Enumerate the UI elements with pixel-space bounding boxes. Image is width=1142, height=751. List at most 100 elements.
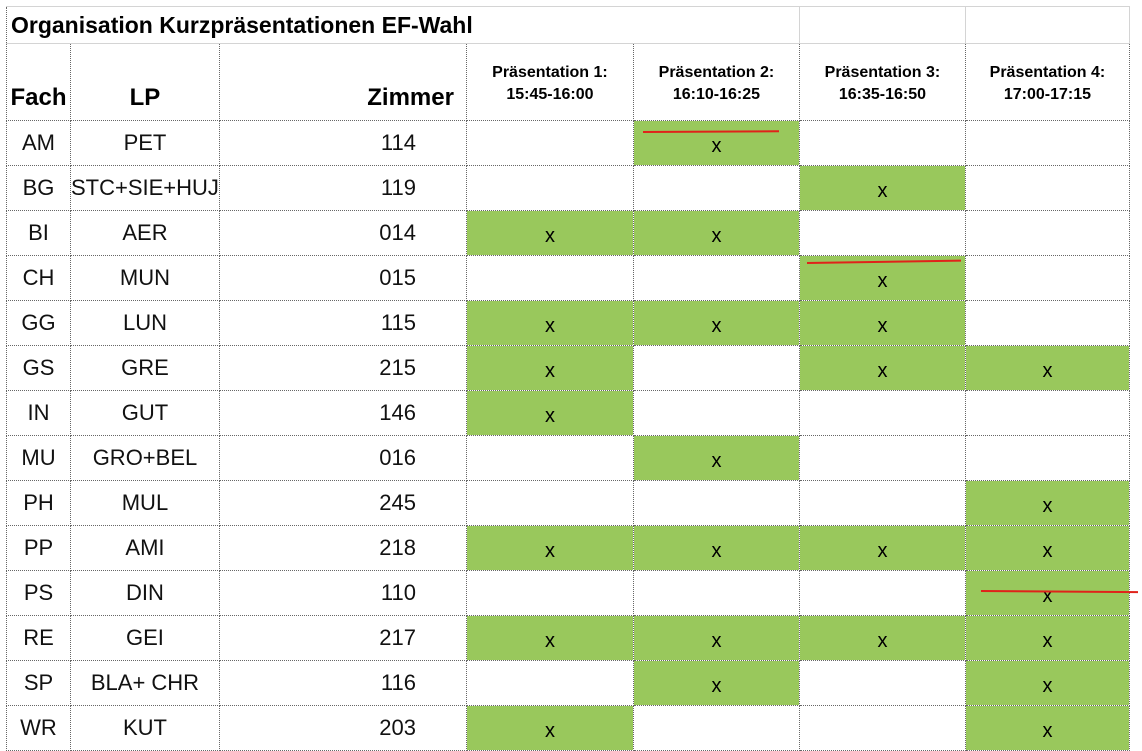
cell-slot-3[interactable] bbox=[799, 210, 966, 256]
cell-slot-1[interactable]: x bbox=[466, 210, 634, 256]
cell-lp[interactable]: GRE bbox=[70, 345, 220, 391]
cell-fach[interactable]: AM bbox=[6, 120, 71, 166]
cell-zimmer[interactable]: 217 bbox=[219, 615, 467, 661]
empty-cell[interactable] bbox=[799, 6, 966, 44]
cell-slot-3[interactable]: x bbox=[799, 345, 966, 391]
cell-zimmer[interactable]: 114 bbox=[219, 120, 467, 166]
cell-slot-2[interactable] bbox=[633, 165, 800, 211]
cell-slot-2[interactable]: x bbox=[633, 210, 800, 256]
cell-slot-3[interactable] bbox=[799, 435, 966, 481]
cell-slot-3[interactable]: x bbox=[799, 525, 966, 571]
cell-lp[interactable]: DIN bbox=[70, 570, 220, 616]
cell-slot-3[interactable] bbox=[799, 570, 966, 616]
cell-slot-3[interactable]: x bbox=[799, 255, 966, 301]
empty-cell[interactable] bbox=[633, 6, 800, 44]
cell-zimmer[interactable]: 146 bbox=[219, 390, 467, 436]
cell-fach[interactable]: CH bbox=[6, 255, 71, 301]
cell-slot-2[interactable] bbox=[633, 570, 800, 616]
cell-slot-1[interactable] bbox=[466, 255, 634, 301]
cell-lp[interactable]: GRO+BEL bbox=[70, 435, 220, 481]
empty-cell[interactable] bbox=[965, 6, 1130, 44]
cell-slot-1[interactable]: x bbox=[466, 525, 634, 571]
cell-slot-3[interactable] bbox=[799, 120, 966, 166]
cell-slot-2[interactable]: x bbox=[633, 660, 800, 706]
cell-slot-3[interactable] bbox=[799, 390, 966, 436]
cell-slot-3[interactable]: x bbox=[799, 615, 966, 661]
cell-slot-1[interactable]: x bbox=[466, 300, 634, 346]
header-lp[interactable]: LP bbox=[70, 43, 220, 121]
header-fach[interactable]: Fach bbox=[6, 43, 71, 121]
cell-slot-4[interactable]: x bbox=[965, 705, 1130, 751]
cell-lp[interactable]: BLA+ CHR bbox=[70, 660, 220, 706]
cell-slot-3[interactable]: x bbox=[799, 300, 966, 346]
cell-fach[interactable]: PS bbox=[6, 570, 71, 616]
cell-slot-4[interactable] bbox=[965, 255, 1130, 301]
cell-fach[interactable]: MU bbox=[6, 435, 71, 481]
cell-slot-4[interactable]: x bbox=[965, 345, 1130, 391]
cell-lp[interactable]: GEI bbox=[70, 615, 220, 661]
cell-slot-4[interactable] bbox=[965, 120, 1130, 166]
cell-slot-4[interactable]: x bbox=[965, 525, 1130, 571]
cell-fach[interactable]: WR bbox=[6, 705, 71, 751]
cell-slot-2[interactable] bbox=[633, 255, 800, 301]
cell-slot-4[interactable]: x bbox=[965, 570, 1130, 616]
cell-slot-2[interactable]: x bbox=[633, 300, 800, 346]
cell-lp[interactable]: AER bbox=[70, 210, 220, 256]
cell-fach[interactable]: BI bbox=[6, 210, 71, 256]
cell-zimmer[interactable]: 215 bbox=[219, 345, 467, 391]
header-slot-3[interactable]: Präsentation 3: 16:35-16:50 bbox=[799, 43, 966, 121]
cell-zimmer[interactable]: 014 bbox=[219, 210, 467, 256]
cell-zimmer[interactable]: 245 bbox=[219, 480, 467, 526]
cell-fach[interactable]: SP bbox=[6, 660, 71, 706]
cell-slot-1[interactable] bbox=[466, 120, 634, 166]
cell-slot-4[interactable]: x bbox=[965, 660, 1130, 706]
cell-slot-1[interactable]: x bbox=[466, 345, 634, 391]
cell-slot-1[interactable]: x bbox=[466, 705, 634, 751]
cell-slot-2[interactable] bbox=[633, 345, 800, 391]
cell-fach[interactable]: GS bbox=[6, 345, 71, 391]
cell-lp[interactable]: STC+SIE+HUJ bbox=[70, 165, 220, 211]
cell-lp[interactable]: GUT bbox=[70, 390, 220, 436]
header-zimmer[interactable]: Zimmer bbox=[219, 43, 467, 121]
cell-fach[interactable]: BG bbox=[6, 165, 71, 211]
cell-slot-2[interactable] bbox=[633, 705, 800, 751]
cell-slot-2[interactable]: x bbox=[633, 435, 800, 481]
cell-zimmer[interactable]: 203 bbox=[219, 705, 467, 751]
cell-slot-1[interactable] bbox=[466, 480, 634, 526]
cell-lp[interactable]: KUT bbox=[70, 705, 220, 751]
cell-slot-1[interactable] bbox=[466, 570, 634, 616]
cell-zimmer[interactable]: 016 bbox=[219, 435, 467, 481]
cell-zimmer[interactable]: 110 bbox=[219, 570, 467, 616]
cell-fach[interactable]: IN bbox=[6, 390, 71, 436]
cell-lp[interactable]: AMI bbox=[70, 525, 220, 571]
cell-fach[interactable]: RE bbox=[6, 615, 71, 661]
header-slot-1[interactable]: Präsentation 1: 15:45-16:00 bbox=[466, 43, 634, 121]
cell-fach[interactable]: PP bbox=[6, 525, 71, 571]
cell-zimmer[interactable]: 218 bbox=[219, 525, 467, 571]
cell-slot-3[interactable] bbox=[799, 660, 966, 706]
cell-slot-3[interactable]: x bbox=[799, 165, 966, 211]
cell-zimmer[interactable]: 115 bbox=[219, 300, 467, 346]
header-slot-4[interactable]: Präsentation 4: 17:00-17:15 bbox=[965, 43, 1130, 121]
cell-lp[interactable]: PET bbox=[70, 120, 220, 166]
cell-lp[interactable]: MUL bbox=[70, 480, 220, 526]
cell-slot-3[interactable] bbox=[799, 705, 966, 751]
cell-slot-1[interactable]: x bbox=[466, 390, 634, 436]
cell-slot-4[interactable] bbox=[965, 435, 1130, 481]
cell-slot-1[interactable] bbox=[466, 435, 634, 481]
cell-slot-2[interactable]: x bbox=[633, 120, 800, 166]
cell-zimmer[interactable]: 015 bbox=[219, 255, 467, 301]
cell-slot-2[interactable] bbox=[633, 480, 800, 526]
cell-slot-1[interactable] bbox=[466, 660, 634, 706]
cell-slot-2[interactable]: x bbox=[633, 615, 800, 661]
header-slot-2[interactable]: Präsentation 2: 16:10-16:25 bbox=[633, 43, 800, 121]
cell-slot-2[interactable]: x bbox=[633, 525, 800, 571]
cell-slot-4[interactable] bbox=[965, 300, 1130, 346]
cell-slot-1[interactable] bbox=[466, 165, 634, 211]
cell-fach[interactable]: GG bbox=[6, 300, 71, 346]
cell-lp[interactable]: MUN bbox=[70, 255, 220, 301]
cell-slot-4[interactable] bbox=[965, 390, 1130, 436]
cell-zimmer[interactable]: 116 bbox=[219, 660, 467, 706]
cell-slot-1[interactable]: x bbox=[466, 615, 634, 661]
cell-slot-4[interactable] bbox=[965, 210, 1130, 256]
